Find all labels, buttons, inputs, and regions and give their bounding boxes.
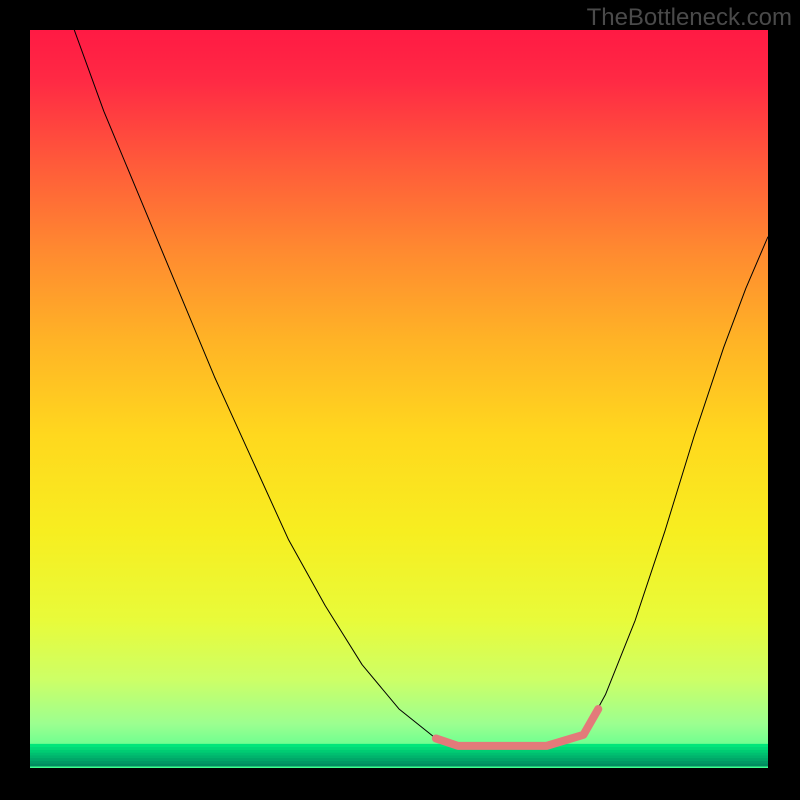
plot-svg: [30, 30, 768, 768]
gradient-background: [30, 30, 768, 768]
chart-canvas: TheBottleneck.com: [0, 0, 800, 800]
watermark-text: TheBottleneck.com: [587, 4, 792, 32]
plot-area: [30, 30, 768, 768]
green-band-stripe: [30, 744, 768, 747]
